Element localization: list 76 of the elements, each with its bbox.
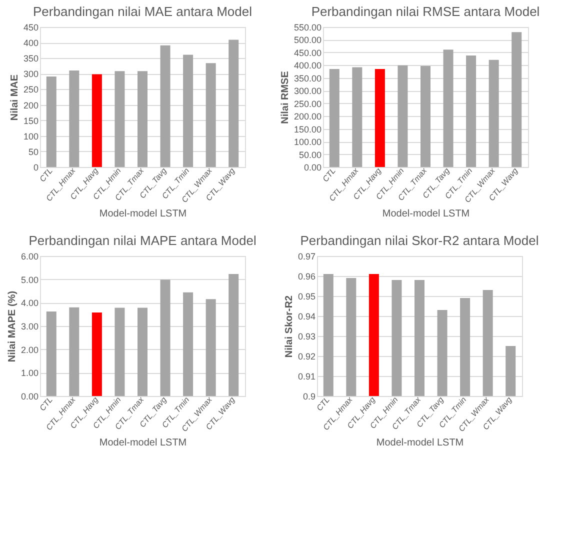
y-axis-title: Nilai MAPE (%) [6,290,18,362]
y-tick-label: 1.00 [20,368,38,378]
y-tick-label: 400.00 [294,60,322,71]
y-tick-label: 100.00 [294,137,322,148]
bar [46,312,56,396]
y-tick-label: 50 [28,146,38,157]
y-tick-label: 5.00 [20,274,38,285]
y-tick-label: 50.00 [298,150,322,160]
y-tick-label: 250.00 [294,98,322,109]
bar [398,65,408,167]
bar [46,76,56,167]
bar [512,32,522,167]
bar [206,63,216,167]
y-tick-label: 300 [23,69,38,80]
bar [228,274,239,396]
bar [69,70,80,167]
bar [183,292,194,396]
bar [488,60,499,167]
bar [92,74,102,167]
y-tick-label: 0.00 [20,392,38,402]
y-tick-label: 2.00 [20,344,38,355]
y-tick-label: 400 [23,38,38,48]
x-axis-title: Model-model LSTM [376,437,464,448]
bar [466,56,476,167]
bar [92,312,102,396]
bar [443,50,454,167]
y-tick-label: 0.97 [298,252,316,262]
bar [329,69,340,167]
y-tick-label: 350 [23,54,38,64]
y-tick-label: 0.9 [302,392,316,402]
y-tick-label: 0.93 [298,332,316,342]
bar [69,307,80,396]
x-axis-title: Model-model LSTM [99,437,187,448]
chart-title: Perbandingan nilai Skor-R2 antara Model [300,233,539,248]
bar [160,45,170,167]
bar [114,71,125,167]
bar [420,66,430,167]
y-axis-title: Nilai RMSE [280,70,291,124]
bar [374,69,385,167]
y-tick-label: 100 [23,131,38,142]
bar [114,308,125,396]
chart-title: Perbandingan nilai MAPE antara Model [28,233,256,248]
bar [228,40,239,167]
y-tick-label: 0.94 [298,312,316,322]
y-tick-label: 250 [23,84,38,95]
x-axis-title: Model-model LSTM [382,208,470,220]
bar [183,54,194,167]
y-tick-label: 450 [23,22,38,32]
chart-title: Perbandingan nilai RMSE antara Model [311,4,540,19]
y-tick-label: 150.00 [294,124,322,134]
y-tick-label: 4.00 [20,298,38,308]
y-tick-label: 150 [23,116,38,126]
y-axis-title: Nilai Skor-R2 [284,294,295,358]
bar [206,299,216,396]
y-tick-label: 0.00 [304,162,322,172]
y-tick-label: 0 [33,162,38,172]
y-tick-label: 0.95 [298,292,316,302]
y-tick-label: 200.00 [294,112,322,122]
y-tick-label: 0.92 [298,352,316,362]
bar [138,308,148,396]
bar [352,67,362,167]
bar [138,71,148,167]
y-tick-label: 200 [23,100,38,110]
y-tick-label: 350.00 [294,73,322,84]
x-axis-title: Model-model LSTM [99,208,187,220]
y-axis-title: Nilai MAE [9,74,20,121]
y-tick-label: 0.96 [298,272,316,282]
bar [160,280,170,396]
y-tick-label: 550.00 [294,22,322,32]
chart-title: Perbandingan nilai MAE antara Model [33,4,252,19]
y-tick-label: 0.91 [298,372,316,382]
y-tick-label: 450.00 [294,48,322,58]
y-tick-label: 3.00 [20,322,38,332]
y-tick-label: 500.00 [294,35,322,46]
y-tick-label: 6.00 [20,252,38,262]
y-tick-label: 300.00 [294,86,322,96]
